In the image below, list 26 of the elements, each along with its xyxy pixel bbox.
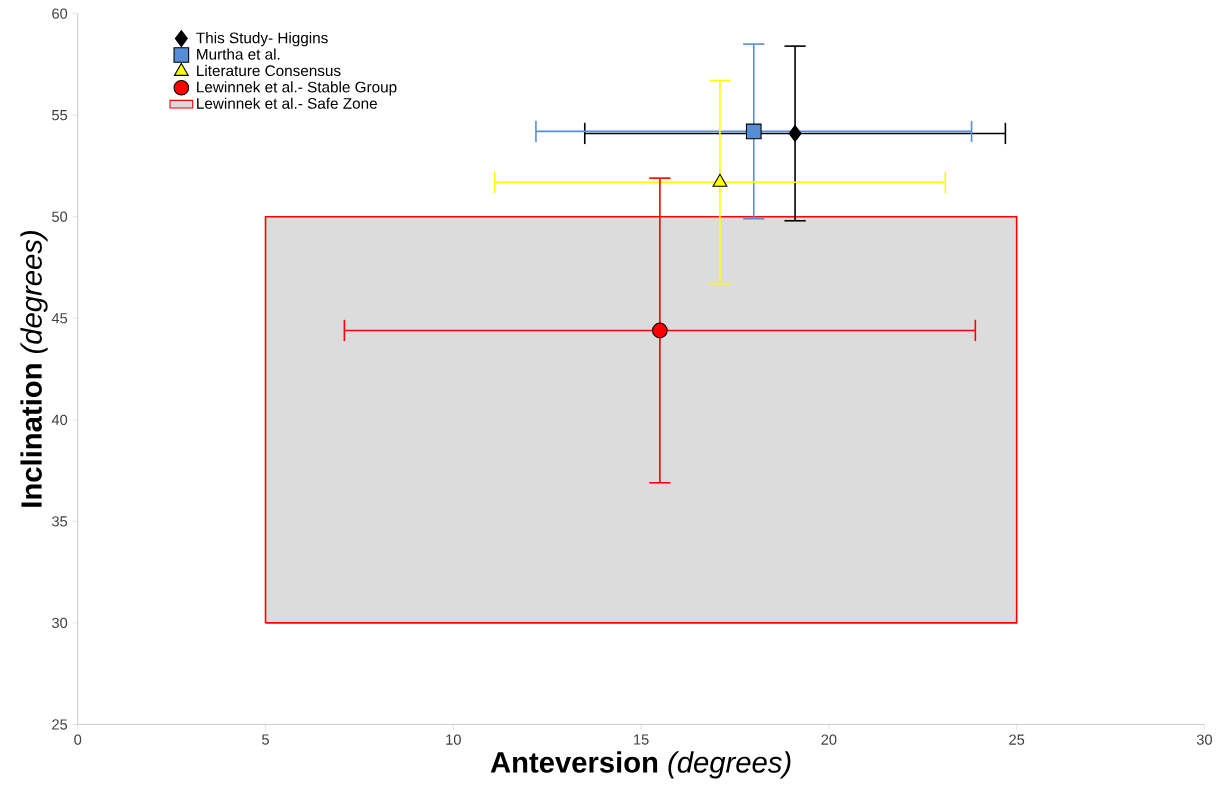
y-tick-label: 25 bbox=[52, 719, 68, 730]
x-tick-label: 30 bbox=[1196, 734, 1212, 745]
x-tick-label: 0 bbox=[74, 734, 82, 745]
y-tick-label: 35 bbox=[52, 516, 68, 527]
y-tick-label: 30 bbox=[52, 617, 68, 628]
y-axis-title: Inclination (degrees) bbox=[20, 230, 48, 507]
y-tick-label: 55 bbox=[52, 109, 68, 121]
point bbox=[652, 322, 668, 339]
legend-label: Murtha et al. bbox=[197, 48, 280, 60]
x-tick-label: 20 bbox=[821, 734, 837, 745]
x-tick-label: 25 bbox=[1009, 734, 1025, 745]
legend-label: Lewinnek et al.- Stable Group bbox=[197, 81, 397, 96]
x-tick-label: 10 bbox=[446, 734, 461, 745]
x-tick-label: 15 bbox=[634, 734, 649, 745]
point bbox=[712, 173, 728, 187]
y-tick-label: 45 bbox=[51, 313, 68, 324]
x-tick-label: 5 bbox=[262, 734, 269, 745]
legend-label: Lewinnek et al.- Safe Zone bbox=[197, 97, 377, 109]
point bbox=[745, 123, 762, 140]
x-axis-title: Anteversion (degrees) bbox=[490, 751, 791, 779]
legend-label: This Study- Higgins bbox=[196, 31, 328, 47]
y-tick-label: 50 bbox=[52, 211, 68, 222]
legend-label: Literature Consensus bbox=[197, 64, 341, 76]
point bbox=[788, 124, 802, 142]
y-tick-label: 60 bbox=[52, 8, 68, 19]
y-tick-label: 40 bbox=[51, 414, 68, 425]
